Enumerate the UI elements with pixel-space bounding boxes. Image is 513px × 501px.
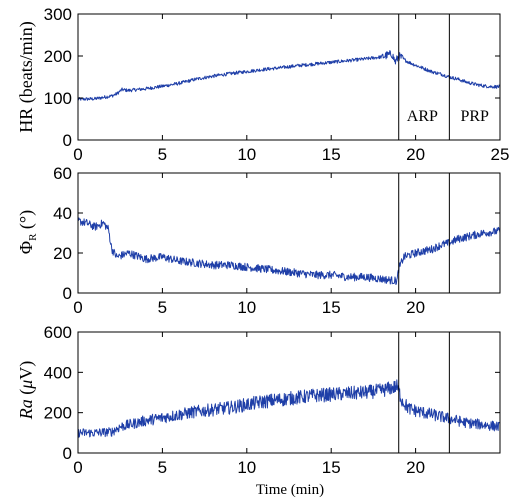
y-tick-label: 0: [63, 284, 72, 303]
y-tick-label: 20: [53, 244, 72, 263]
x-tick-label: 10: [237, 145, 256, 164]
x-tick-label: 10: [237, 298, 256, 317]
y-tick-label: 300: [44, 5, 72, 24]
x-tick-label: 5: [158, 458, 167, 477]
y-tick-label: 600: [44, 323, 72, 342]
y-tick-label: 0: [63, 131, 72, 150]
phase-ylabel: ΦR (°): [16, 210, 39, 254]
y-tick-label: 400: [44, 363, 72, 382]
series-line: [78, 51, 500, 101]
hr-ylabel: HR (beats/min): [16, 21, 37, 132]
x-tick-label: 5: [158, 145, 167, 164]
phase-annotation: PRP: [460, 108, 489, 125]
y-tick-label: 0: [63, 444, 72, 463]
x-tick-label: 15: [322, 298, 341, 317]
x-tick-label: 20: [406, 298, 425, 317]
y-tick-label: 60: [53, 164, 72, 183]
ra-ylabel: Ra (μV): [16, 361, 37, 421]
y-tick-label: 40: [53, 204, 72, 223]
x-tick-label: 20: [406, 145, 425, 164]
phase-panel: ΦR (°) 0 5 10 15 20 0 20 40 60: [16, 164, 500, 317]
x-tick-label: 5: [158, 298, 167, 317]
y-tick-label: 100: [44, 89, 72, 108]
y-tick-label: 200: [44, 47, 72, 66]
y-tick-label: 200: [44, 404, 72, 423]
series-line: [78, 380, 500, 437]
x-tick-label: 25: [491, 145, 510, 164]
plot-frame: [78, 332, 500, 453]
x-tick-label: 15: [322, 145, 341, 164]
x-tick-label: 15: [322, 458, 341, 477]
plot-frame: [78, 173, 500, 293]
x-tick-label: 0: [73, 458, 82, 477]
hr-panel: HR (beats/min) 0 5 10 15 20 25 0 100 200 300 ARP PR…: [16, 5, 509, 164]
x-tick-label: 20: [406, 458, 425, 477]
x-tick-label: 0: [73, 298, 82, 317]
phase-annotation: ARP: [407, 108, 438, 125]
series-line: [78, 217, 500, 284]
x-tick-label: 10: [237, 458, 256, 477]
x-axis-label: Time (min): [256, 482, 324, 498]
x-tick-label: 0: [73, 145, 82, 164]
